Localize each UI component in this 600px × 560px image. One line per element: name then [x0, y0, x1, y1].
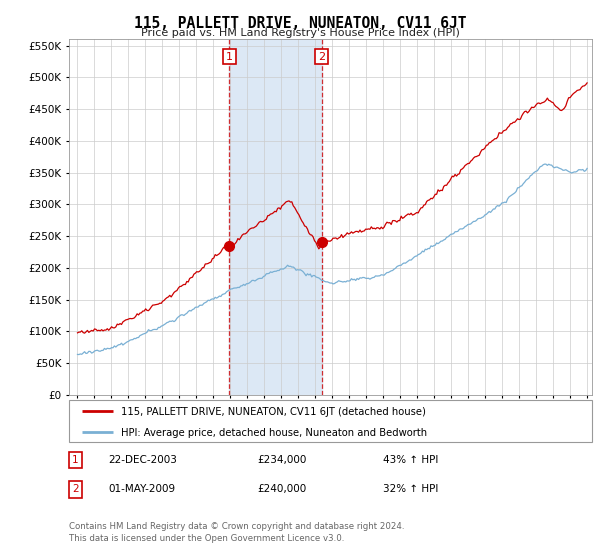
- Text: HPI: Average price, detached house, Nuneaton and Bedworth: HPI: Average price, detached house, Nune…: [121, 428, 427, 438]
- Text: Price paid vs. HM Land Registry's House Price Index (HPI): Price paid vs. HM Land Registry's House …: [140, 28, 460, 38]
- Text: 115, PALLETT DRIVE, NUNEATON, CV11 6JT (detached house): 115, PALLETT DRIVE, NUNEATON, CV11 6JT (…: [121, 407, 426, 417]
- Text: 32% ↑ HPI: 32% ↑ HPI: [383, 484, 438, 494]
- Text: 1: 1: [226, 52, 233, 62]
- Bar: [229, 39, 322, 395]
- FancyBboxPatch shape: [69, 400, 592, 442]
- Text: £234,000: £234,000: [257, 455, 307, 465]
- Text: 43% ↑ HPI: 43% ↑ HPI: [383, 455, 438, 465]
- Text: 2: 2: [72, 484, 79, 494]
- Text: Contains HM Land Registry data © Crown copyright and database right 2024.
This d: Contains HM Land Registry data © Crown c…: [69, 522, 404, 543]
- Text: 115, PALLETT DRIVE, NUNEATON, CV11 6JT: 115, PALLETT DRIVE, NUNEATON, CV11 6JT: [134, 16, 466, 31]
- Text: 2: 2: [318, 52, 325, 62]
- Text: £240,000: £240,000: [257, 484, 307, 494]
- Text: 22-DEC-2003: 22-DEC-2003: [108, 455, 177, 465]
- Text: 01-MAY-2009: 01-MAY-2009: [108, 484, 175, 494]
- Text: 1: 1: [72, 455, 79, 465]
